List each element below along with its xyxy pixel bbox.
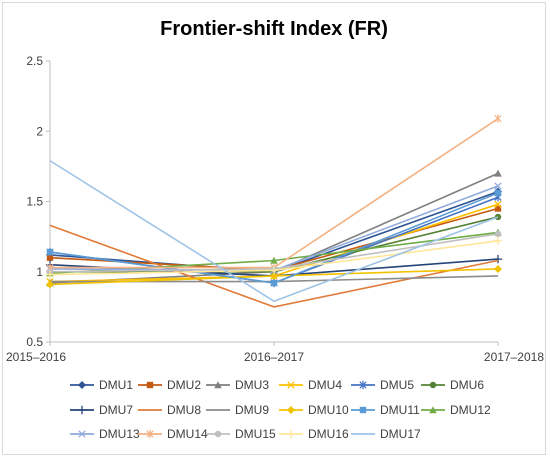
legend-marker — [77, 405, 87, 415]
data-point — [270, 279, 278, 287]
legend-item-dmu1: DMU1 — [70, 378, 133, 392]
legend-marker — [146, 381, 154, 389]
chart-title: Frontier-shift Index (FR) — [160, 18, 388, 40]
legend-marker — [214, 381, 222, 389]
data-point — [494, 264, 502, 273]
legend-item-dmu7: DMU7 — [70, 403, 133, 417]
data-point — [494, 114, 502, 123]
y-tick-label: 2.5 — [26, 54, 43, 68]
data-point — [269, 266, 279, 275]
data-point — [494, 189, 502, 197]
legend-label: DMU8 — [167, 403, 201, 417]
legend-item-dmu10: DMU10 — [279, 403, 349, 417]
data-point — [46, 280, 54, 289]
series-dmu14 — [46, 114, 502, 272]
series-dmu16 — [45, 236, 503, 279]
legend-label: DMU13 — [99, 427, 140, 441]
series-line — [49, 160, 499, 303]
legend-label: DMU9 — [235, 403, 269, 417]
x-tick-label: 2016–2017 — [244, 350, 304, 364]
legend-label: DMU15 — [235, 427, 276, 441]
legend-item-dmu16: DMU16 — [279, 427, 349, 441]
legend-marker — [146, 429, 154, 439]
series-dmu11 — [46, 189, 502, 287]
legend-marker — [429, 381, 437, 389]
legend-marker — [287, 381, 295, 389]
legend-item-dmu14: DMU14 — [138, 427, 208, 441]
series-dmu8 — [49, 224, 499, 308]
data-point — [493, 254, 503, 264]
legend-item-dmu4: DMU4 — [279, 378, 342, 392]
legend-label: DMU16 — [308, 427, 349, 441]
legend-label: DMU4 — [308, 378, 342, 392]
legend-item-dmu15: DMU15 — [206, 427, 276, 441]
y-tick-label: 1 — [36, 265, 43, 279]
x-tick-label: 2017–2018 — [484, 350, 544, 364]
y-tick-label: 0.5 — [26, 335, 43, 349]
legend-label: DMU2 — [167, 378, 201, 392]
legend-marker — [286, 429, 296, 439]
legend-marker — [78, 381, 86, 389]
series-line — [50, 117, 499, 269]
data-point — [493, 236, 503, 246]
legend-label: DMU12 — [450, 403, 491, 417]
legend-item-dmu11: DMU11 — [351, 403, 420, 417]
legend-item-dmu17: DMU17 — [351, 427, 421, 441]
legend-item-dmu5: DMU5 — [351, 378, 414, 392]
data-point — [45, 270, 55, 279]
data-point — [46, 254, 54, 261]
legend-marker — [287, 406, 295, 414]
data-point — [46, 248, 54, 256]
legend-label: DMU6 — [450, 378, 484, 392]
series-line — [49, 224, 499, 308]
y-tick-label: 2 — [36, 124, 43, 138]
legend-label: DMU14 — [167, 427, 208, 441]
legend-item-dmu3: DMU3 — [206, 378, 269, 392]
legend-item-dmu12: DMU12 — [421, 403, 491, 417]
data-point — [494, 182, 502, 190]
legend-marker — [359, 380, 367, 390]
legend-marker — [78, 430, 86, 438]
legend-label: DMU1 — [99, 378, 133, 392]
legend-marker — [214, 430, 222, 438]
legend-label: DMU5 — [380, 378, 414, 392]
legend-label: DMU10 — [308, 403, 349, 417]
x-tick-label: 2015–2016 — [6, 350, 66, 364]
legend-label: DMU7 — [99, 403, 133, 417]
series-dmu10 — [46, 264, 502, 289]
legend-marker — [429, 406, 437, 414]
data-point — [270, 271, 278, 280]
data-point — [494, 200, 502, 208]
data-point — [494, 205, 502, 212]
legend-marker — [359, 406, 367, 414]
legend-item-dmu9: DMU9 — [206, 403, 269, 417]
legend-item-dmu13: DMU13 — [70, 427, 140, 441]
legend-label: DMU3 — [235, 378, 269, 392]
legend-item-dmu2: DMU2 — [138, 378, 201, 392]
legend-item-dmu8: DMU8 — [138, 403, 201, 417]
legend-item-dmu6: DMU6 — [421, 378, 484, 392]
legend-label: DMU17 — [380, 427, 421, 441]
legend-label: DMU11 — [380, 403, 420, 417]
data-point — [494, 230, 502, 238]
data-point — [270, 256, 278, 264]
y-tick-label: 1.5 — [26, 195, 43, 209]
data-point — [494, 169, 502, 177]
chart-frame — [2, 2, 546, 455]
series-dmu17 — [49, 160, 499, 303]
